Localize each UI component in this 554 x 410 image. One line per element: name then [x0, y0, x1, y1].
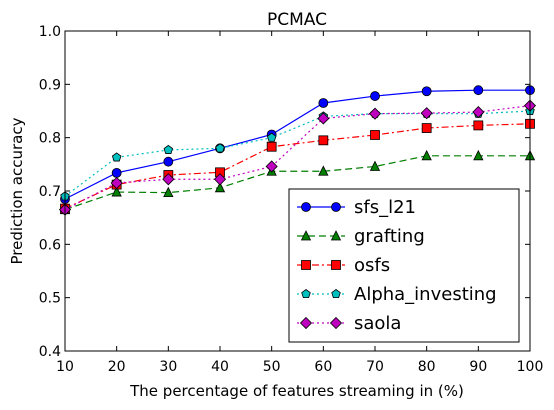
legend-label: grafting [354, 226, 425, 247]
chart-title: PCMAC [267, 10, 327, 30]
y-tick-label: 1.0 [39, 24, 61, 40]
legend-marker [331, 260, 341, 270]
x-tick-label: 60 [314, 359, 332, 375]
data-point-Alpha_investing [266, 132, 277, 142]
series-sfs_l21 [60, 85, 535, 204]
data-point-osfs [370, 130, 380, 140]
x-tick-label: 10 [56, 359, 74, 375]
x-tick-label: 30 [159, 359, 177, 375]
x-tick-label: 80 [418, 359, 436, 375]
legend-marker [301, 202, 311, 212]
legend-marker [330, 230, 342, 241]
data-point-osfs [421, 123, 432, 133]
x-tick-label: 50 [263, 359, 281, 375]
series-saola [58, 99, 537, 216]
x-tick-label: 100 [517, 359, 544, 375]
data-point-osfs [473, 120, 484, 131]
series-line-osfs [64, 123, 531, 210]
series-line-grafting [64, 155, 530, 211]
legend-entry-sfs_l21: sfs_l21 [297, 197, 416, 218]
legend-marker [331, 202, 341, 212]
series-line-sfs_l21 [64, 89, 530, 200]
series-Alpha_investing [60, 106, 535, 201]
data-point-grafting [163, 186, 174, 198]
x-tick-label: 90 [469, 359, 487, 375]
data-point-grafting [318, 165, 329, 176]
x-tick-label: 70 [366, 359, 384, 375]
data-point-osfs [266, 141, 277, 152]
y-tick-label: 0.7 [39, 184, 61, 200]
y-tick-label: 0.6 [39, 237, 61, 253]
data-point-saola [368, 107, 382, 120]
data-point-saola [110, 176, 123, 190]
legend-entry-osfs: osfs [297, 255, 390, 276]
data-point-grafting [473, 149, 484, 161]
data-point-grafting [369, 160, 381, 171]
data-point-saola [317, 112, 330, 125]
data-point-grafting [421, 149, 432, 161]
data-point-sfs_l21 [473, 85, 484, 96]
x-tick-label: 40 [211, 359, 229, 375]
legend-marker [301, 260, 311, 270]
legend-marker [299, 316, 313, 330]
data-point-sfs_l21 [421, 86, 432, 97]
y-tick-label: 0.8 [39, 131, 61, 147]
data-point-saola [162, 173, 175, 186]
y-tick-label: 0.4 [39, 344, 61, 360]
legend-marker [331, 289, 341, 299]
data-point-osfs [318, 135, 329, 146]
series-line-Alpha_investing [64, 110, 531, 197]
data-point-saola [265, 160, 278, 173]
x-axis-label: The percentage of features streaming in … [129, 382, 464, 400]
data-point-Alpha_investing [215, 143, 225, 153]
series-line-saola [64, 105, 531, 211]
data-point-saola [213, 173, 227, 186]
y-axis-label: Prediction accuracy [8, 117, 26, 264]
data-point-Alpha_investing [163, 144, 174, 154]
x-tick-label: 20 [108, 359, 126, 375]
legend-marker [301, 289, 311, 299]
legend-marker [300, 230, 312, 241]
data-point-sfs_l21 [370, 91, 380, 101]
data-point-grafting [214, 181, 226, 193]
legend-label: osfs [354, 255, 390, 276]
data-point-saola [472, 106, 485, 119]
legend-entry-Alpha_investing: Alpha_investing [297, 284, 497, 305]
data-point-grafting [111, 186, 122, 197]
legend-entry-grafting: grafting [297, 226, 425, 247]
data-point-sfs_l21 [111, 167, 122, 178]
data-point-Alpha_investing [111, 152, 122, 162]
data-point-sfs_l21 [318, 98, 329, 108]
data-point-sfs_l21 [163, 156, 174, 167]
data-point-saola [420, 107, 433, 120]
legend-label: saola [354, 313, 401, 334]
legend-label: Alpha_investing [354, 284, 497, 305]
legend-label: sfs_l21 [354, 197, 416, 218]
legend-entry-saola: saola [297, 313, 401, 334]
y-tick-label: 0.5 [39, 291, 61, 307]
legend-marker [329, 316, 343, 330]
y-tick-label: 0.9 [39, 77, 61, 93]
